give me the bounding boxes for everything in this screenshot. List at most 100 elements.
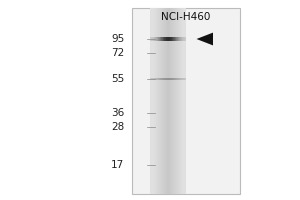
Bar	[172, 8, 173, 194]
Bar	[175, 78, 176, 80]
Bar	[169, 37, 170, 41]
Bar	[176, 8, 177, 194]
Bar	[173, 8, 174, 194]
Bar	[157, 78, 158, 80]
Bar	[184, 8, 185, 194]
Bar	[160, 37, 161, 41]
Bar	[169, 78, 170, 80]
Bar	[169, 8, 170, 194]
Bar	[179, 78, 180, 80]
Bar	[152, 78, 153, 80]
Bar	[152, 78, 153, 80]
Bar	[160, 8, 161, 194]
Bar	[184, 78, 185, 80]
Bar	[177, 78, 178, 80]
Bar	[175, 37, 176, 41]
Bar	[180, 78, 181, 80]
Bar	[182, 8, 183, 194]
Bar	[166, 78, 167, 80]
Bar	[158, 78, 159, 80]
Bar	[171, 78, 172, 80]
Bar	[156, 8, 157, 194]
Bar	[154, 78, 155, 80]
Bar	[168, 37, 169, 41]
Bar	[159, 37, 160, 41]
Bar	[150, 8, 186, 194]
Bar	[164, 8, 165, 194]
Bar	[176, 8, 177, 194]
Bar	[151, 8, 152, 194]
Bar	[180, 8, 181, 194]
Bar	[164, 78, 165, 80]
Bar	[151, 78, 152, 80]
Bar	[185, 78, 186, 80]
Bar	[179, 8, 180, 194]
Bar	[151, 37, 152, 41]
Bar	[161, 37, 162, 41]
Bar	[156, 78, 157, 80]
Bar	[173, 78, 174, 80]
Bar	[179, 8, 180, 194]
Text: 72: 72	[111, 48, 124, 58]
Text: 95: 95	[111, 34, 124, 44]
Bar	[172, 37, 173, 41]
Bar	[168, 8, 169, 194]
Bar	[177, 8, 178, 194]
Bar	[181, 37, 182, 41]
Bar	[157, 8, 158, 194]
Bar	[167, 8, 168, 194]
Bar	[170, 37, 171, 41]
Bar	[170, 37, 171, 41]
Bar	[182, 37, 183, 41]
Bar	[175, 8, 176, 194]
Bar	[185, 8, 186, 194]
Bar	[185, 8, 186, 194]
Bar	[166, 8, 167, 194]
Bar	[157, 8, 158, 194]
Bar	[173, 37, 174, 41]
Bar	[183, 8, 184, 194]
Bar	[160, 78, 161, 80]
Bar	[150, 37, 151, 41]
Bar	[170, 8, 171, 194]
Bar	[157, 37, 158, 41]
Bar	[182, 8, 183, 194]
Bar	[155, 37, 156, 41]
Bar	[172, 78, 173, 80]
Bar	[176, 78, 177, 80]
Bar	[178, 8, 179, 194]
Bar	[163, 78, 164, 80]
Bar	[184, 37, 185, 41]
Bar	[157, 78, 158, 80]
Bar	[185, 37, 186, 41]
Bar	[163, 78, 164, 80]
Bar	[165, 78, 166, 80]
Bar	[174, 78, 175, 80]
Bar	[153, 8, 154, 194]
Bar	[151, 78, 152, 80]
Bar	[152, 8, 153, 194]
Bar	[181, 8, 182, 194]
Bar	[176, 78, 177, 80]
Bar	[158, 37, 159, 41]
Bar	[152, 8, 153, 194]
Bar	[164, 8, 165, 194]
Bar	[151, 8, 152, 194]
Bar	[179, 37, 180, 41]
Bar	[155, 8, 156, 194]
Bar	[155, 78, 156, 80]
Bar	[158, 37, 159, 41]
Bar	[175, 8, 176, 194]
Bar	[160, 78, 161, 80]
Bar	[158, 8, 159, 194]
Bar	[181, 8, 182, 194]
Text: 28: 28	[111, 122, 124, 132]
Bar	[170, 78, 171, 80]
Bar	[166, 37, 167, 41]
Bar	[169, 37, 170, 41]
Bar	[180, 37, 181, 41]
Bar	[182, 78, 183, 80]
Bar	[163, 8, 164, 194]
Bar	[183, 78, 184, 80]
Bar	[155, 78, 156, 80]
